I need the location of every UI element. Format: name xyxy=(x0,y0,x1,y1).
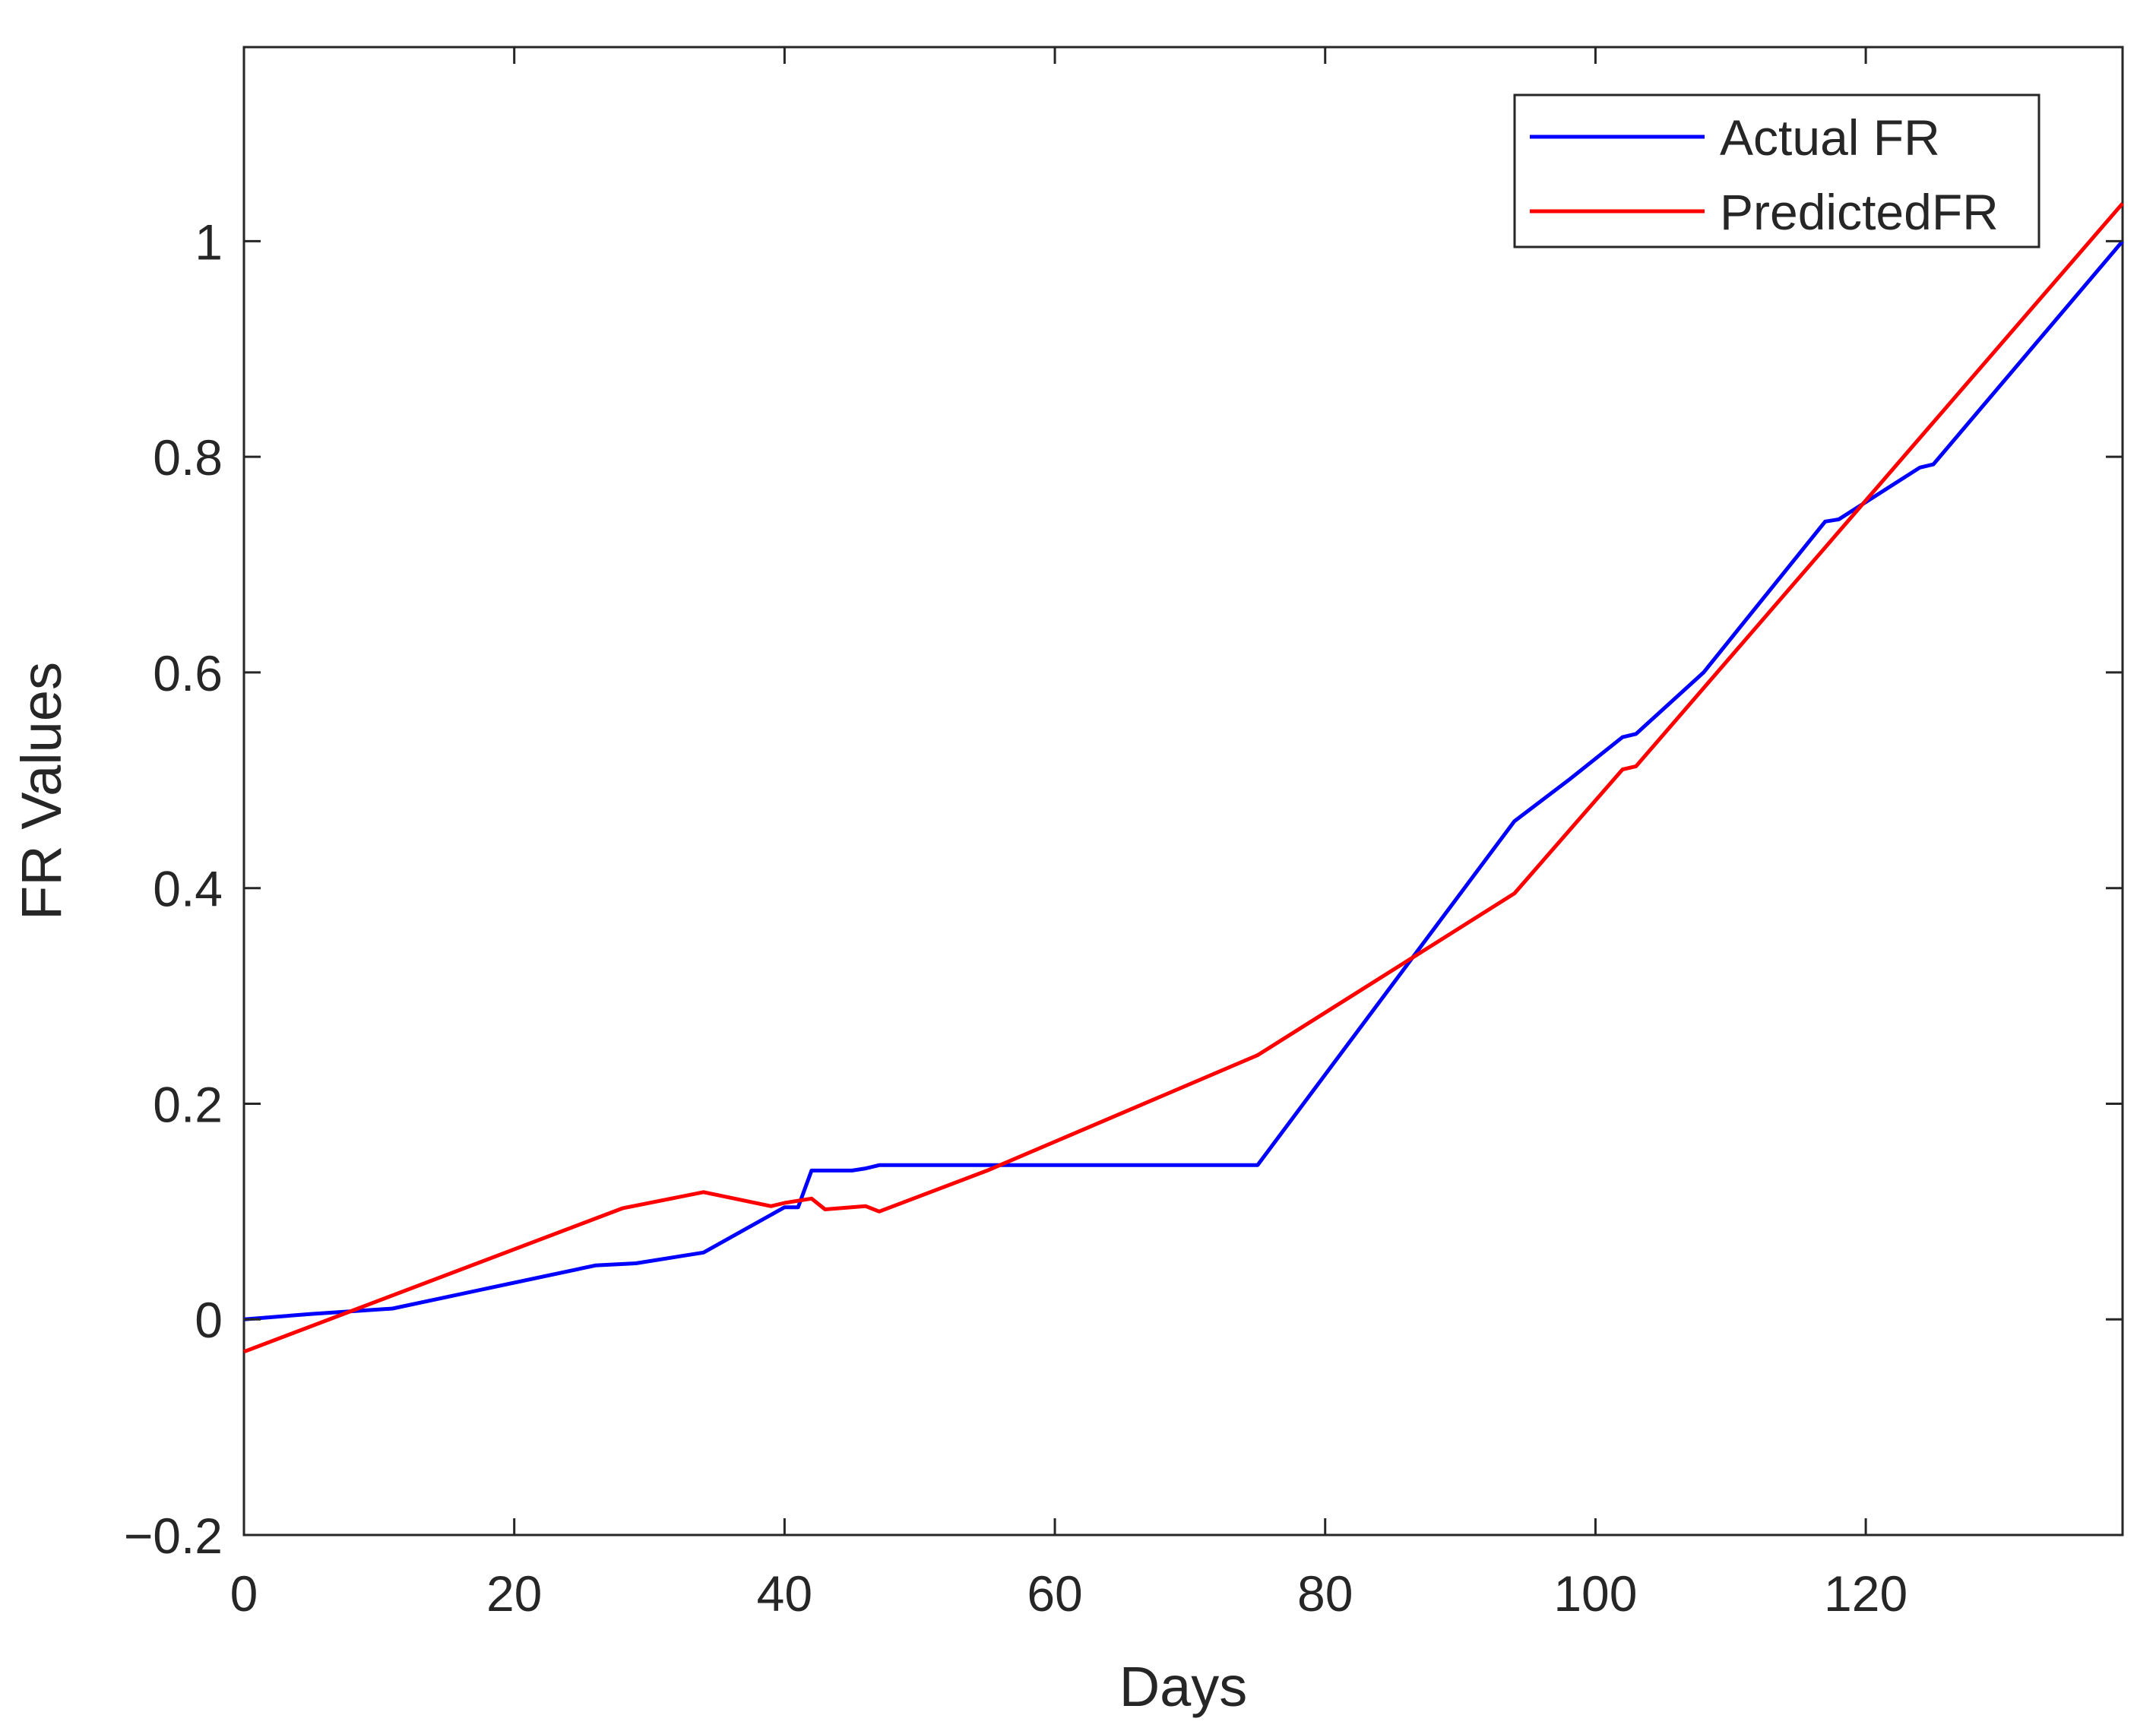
series-layer xyxy=(243,202,2124,1354)
legend-box xyxy=(1513,93,2040,248)
y-tick-label: 0 xyxy=(195,1292,223,1348)
x-tick-label: 100 xyxy=(1553,1565,1637,1622)
plot-area xyxy=(242,46,2124,1537)
x-tick-label: 80 xyxy=(1297,1565,1353,1622)
y-axis-ticks: −0.2 0 0.2 0.4 0.6 0.8 1 xyxy=(124,214,2123,1564)
plot-frame xyxy=(242,46,2124,1537)
y-tick-label: 1 xyxy=(195,214,223,270)
y-tick-label: 0.6 xyxy=(153,645,223,701)
y-tick-label: 0.4 xyxy=(153,861,223,917)
x-tick-label: 60 xyxy=(1027,1565,1082,1622)
x-axis-ticks: 0 20 40 60 80 100 120 xyxy=(230,47,1907,1622)
legend: Actual FR PredictedFR xyxy=(1513,93,2040,248)
series-line-2 xyxy=(243,202,2124,1354)
legend-label: PredictedFR xyxy=(1720,184,1999,240)
series-line-1 xyxy=(243,239,2124,1321)
legend-label: Actual FR xyxy=(1720,109,1940,166)
x-tick-label: 120 xyxy=(1824,1565,1907,1622)
y-tick-label: −0.2 xyxy=(124,1508,223,1564)
x-tick-label: 0 xyxy=(230,1565,258,1622)
y-axis-title: FR Values xyxy=(10,662,73,920)
y-tick-label: 0.2 xyxy=(153,1076,223,1132)
x-axis-title: Days xyxy=(1119,1655,1248,1718)
x-tick-label: 40 xyxy=(757,1565,812,1622)
y-tick-label: 0.8 xyxy=(153,429,223,486)
x-tick-label: 20 xyxy=(486,1565,542,1622)
